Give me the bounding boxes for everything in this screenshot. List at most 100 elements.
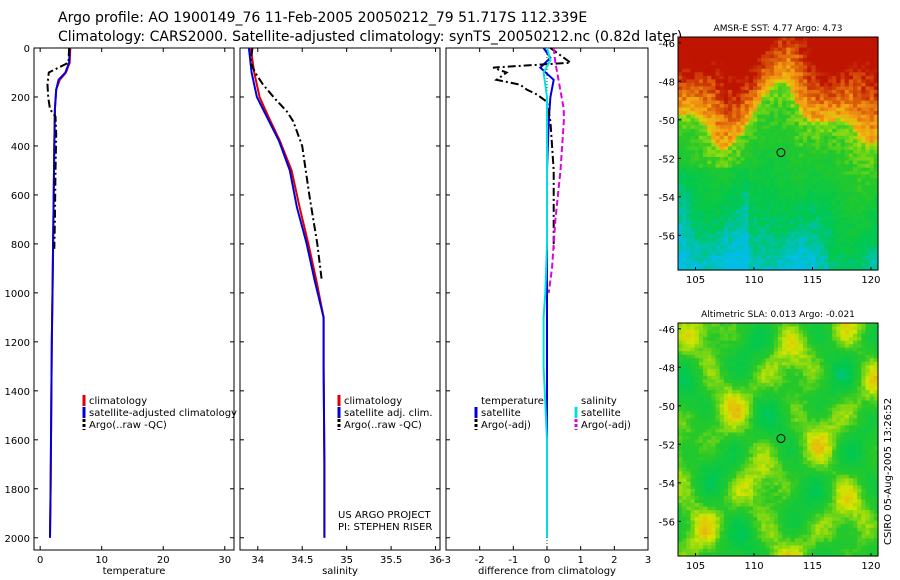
heatmap-cell [744, 167, 750, 172]
heatmap-cell [782, 326, 787, 331]
heatmap-cell [707, 139, 712, 144]
heatmap-cell [828, 178, 833, 183]
heatmap-cell [803, 40, 808, 45]
heatmap-cell [761, 181, 767, 186]
heatmap-cell [682, 432, 687, 437]
heatmap-cell [790, 164, 796, 169]
heatmap-cell [794, 372, 800, 377]
heatmap-cell [828, 255, 833, 261]
heatmap-cell [732, 234, 737, 239]
heatmap-cell [715, 58, 721, 63]
heatmap-cell [682, 404, 687, 409]
heatmap-cell [861, 139, 867, 144]
heatmap-cell [723, 361, 729, 366]
heatmap-cell [811, 390, 817, 395]
heatmap-cell [732, 330, 737, 335]
heatmap-cell [765, 340, 771, 345]
heatmap-cell [853, 171, 858, 176]
heatmap-cell [711, 432, 717, 437]
heatmap-cell [690, 425, 696, 430]
heatmap-cell [853, 323, 858, 328]
heatmap-cell [861, 217, 867, 222]
heatmap-cell [823, 72, 829, 77]
heatmap-cell [690, 111, 696, 116]
heatmap-cell [857, 361, 862, 366]
heatmap-cell [773, 51, 779, 56]
heatmap-cell [815, 51, 821, 56]
heatmap-cell [794, 185, 800, 190]
heatmap-cell [819, 167, 825, 172]
heatmap-cell [861, 181, 867, 186]
heatmap-cell [732, 79, 737, 84]
heatmap-cell [773, 414, 779, 419]
heatmap-cell [790, 234, 796, 239]
heatmap-cell [853, 111, 858, 116]
heatmap-cell [848, 54, 854, 59]
heatmap-cell [836, 435, 842, 441]
heatmap-cell [786, 125, 792, 130]
heatmap-cell [844, 227, 850, 232]
heatmap-cell [753, 375, 758, 381]
x-tick-label: 35 [340, 555, 353, 566]
heatmap-cell [798, 428, 804, 434]
heatmap-cell [757, 206, 762, 211]
heatmap-cell [703, 358, 708, 363]
heatmap-cell [790, 224, 796, 229]
heatmap-cell [732, 128, 737, 133]
heatmap-cell [836, 421, 842, 426]
heatmap-cell [778, 100, 783, 105]
heatmap-cell [732, 224, 737, 229]
heatmap-cell [815, 397, 821, 402]
heatmap-cell [832, 224, 837, 229]
heatmap-cell [819, 104, 825, 109]
heatmap-cell [844, 164, 850, 169]
heatmap-cell [744, 390, 750, 395]
heatmap-cell [732, 47, 737, 52]
heatmap-cell [794, 142, 800, 148]
heatmap-cell [732, 375, 737, 381]
heatmap-cell [698, 202, 704, 208]
heatmap-cell [840, 390, 846, 395]
heatmap-cell [728, 178, 733, 183]
heatmap-cell [678, 262, 683, 268]
heatmap-cell [740, 266, 746, 271]
heatmap-cell [819, 125, 825, 130]
heatmap-cell [790, 142, 796, 148]
heatmap-cell [773, 248, 779, 253]
heatmap-cell [807, 37, 812, 42]
heatmap-cell [823, 252, 829, 257]
heatmap-cell [794, 54, 800, 59]
heatmap-cell [778, 323, 783, 328]
heatmap-cell [753, 266, 758, 271]
heatmap-cell [782, 340, 787, 345]
heatmap-cell [757, 153, 762, 158]
heatmap-cell [765, 68, 771, 73]
heatmap-cell [798, 418, 804, 423]
heatmap-cell [723, 44, 729, 49]
heatmap-cell [719, 135, 725, 140]
heatmap-cell [686, 333, 692, 338]
heatmap-cell [790, 245, 796, 250]
heatmap-cell [832, 185, 837, 190]
heatmap-cell [848, 40, 854, 45]
heatmap-cell [711, 104, 717, 109]
heatmap-cell [819, 326, 825, 331]
heatmap-cell [865, 206, 871, 211]
heatmap-cell [748, 202, 754, 208]
heatmap-cell [836, 266, 842, 271]
heatmap-cell [807, 421, 812, 426]
heatmap-cell [686, 68, 692, 73]
heatmap-cell [728, 238, 733, 243]
heatmap-cell [857, 407, 862, 412]
heatmap-cell [698, 390, 704, 395]
heatmap-cell [703, 153, 708, 158]
heatmap-cell [807, 351, 812, 356]
heatmap-cell [836, 114, 842, 119]
heatmap-cell [861, 111, 867, 116]
heatmap-cell [828, 199, 833, 204]
heatmap-cell [703, 375, 708, 381]
heatmap-cell [715, 114, 721, 119]
heatmap-cell [773, 238, 779, 243]
heatmap-cell [786, 107, 792, 112]
heatmap-cell [757, 114, 762, 119]
